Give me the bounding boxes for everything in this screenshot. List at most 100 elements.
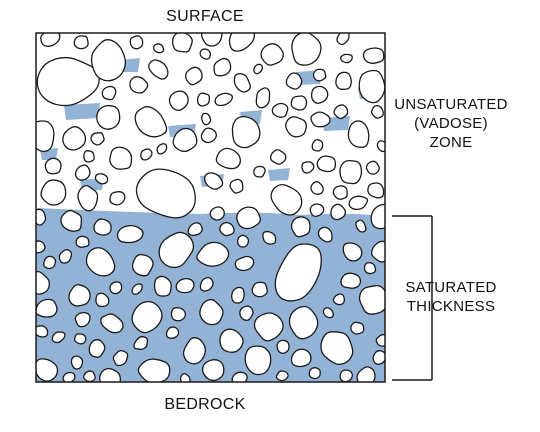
sediment-grain — [70, 355, 84, 370]
sediment-grain — [316, 155, 337, 173]
sediment-grain — [199, 48, 212, 60]
sediment-grain — [43, 255, 57, 270]
sediment-grain — [197, 92, 211, 107]
sediment-grain — [199, 298, 224, 326]
sediment-grain — [93, 218, 112, 236]
sediment-grain — [370, 104, 384, 119]
sediment-grain — [74, 311, 91, 328]
sediment-grain — [73, 333, 87, 345]
sediment-grain — [36, 208, 47, 226]
sediment-grain — [372, 350, 385, 365]
sediment-grain — [270, 149, 287, 165]
sediment-grain — [131, 300, 163, 334]
sediment-grain — [182, 337, 206, 365]
sediment-grain — [370, 240, 385, 263]
sediment-grain — [199, 276, 214, 292]
saturated-thickness-bracket — [392, 215, 433, 381]
sediment-grain — [231, 115, 261, 149]
sediment-grain — [262, 230, 277, 245]
sediment-grain — [333, 104, 349, 120]
sediment-grain — [322, 307, 334, 319]
sediment-grain — [213, 57, 232, 77]
sediment-grain — [44, 157, 62, 175]
sediment-grain — [36, 270, 50, 295]
sediment-grain — [134, 106, 168, 138]
sediment-grain — [109, 191, 126, 206]
sediment-grain — [231, 371, 248, 382]
sediment-grain — [335, 71, 352, 90]
sediment-grain — [201, 359, 225, 382]
sediment-grain — [90, 132, 105, 146]
sediment-grain — [253, 165, 266, 178]
sediment-grain — [270, 183, 303, 216]
sediment-grain — [101, 85, 117, 101]
sediment-grain — [85, 247, 116, 277]
surface-label: SURFACE — [166, 8, 244, 25]
sediment-grain — [129, 76, 149, 94]
sediment-grain — [219, 221, 235, 237]
sediment-grain — [96, 104, 121, 130]
sediment-grain — [165, 326, 180, 339]
sediment-grain — [260, 43, 284, 66]
sediment-grain — [342, 242, 363, 262]
sediment-grain — [215, 147, 242, 170]
sediment-grain — [310, 85, 329, 104]
sediment-grain — [231, 286, 245, 304]
sediment-grain — [51, 331, 66, 344]
sediment-grain — [109, 146, 133, 170]
sediment-grain — [77, 185, 99, 212]
sediment-grain — [285, 72, 303, 90]
sediment-grain — [375, 334, 385, 347]
sediment-grain — [83, 370, 96, 382]
sediment-grain — [290, 216, 311, 238]
sediment-grain — [116, 224, 144, 244]
sediment-grain — [291, 33, 322, 66]
sediment-grain — [358, 285, 385, 315]
sediment-grain — [310, 181, 324, 195]
sediment-grain — [73, 35, 89, 50]
sediment-grain — [209, 206, 225, 221]
sediment-grain — [290, 348, 312, 368]
sediment-grain — [100, 313, 124, 334]
sediment-grain — [308, 367, 321, 380]
sediment-grain — [175, 277, 195, 294]
sediment-grain — [168, 90, 189, 112]
sediment-grain — [40, 179, 67, 206]
sediment-grain — [94, 173, 109, 185]
sediment-grain — [253, 63, 264, 75]
sediment-grain — [153, 275, 172, 297]
sediment-grain — [133, 336, 149, 350]
sediment-grain — [363, 261, 377, 275]
unsaturated-label-line-3: ZONE — [429, 134, 473, 151]
sediment-grain — [109, 281, 123, 295]
sediment-grain — [68, 284, 91, 307]
sediment-grain — [348, 195, 369, 211]
sediment-grain — [153, 43, 165, 54]
sediment-grain — [251, 281, 268, 298]
sediment-grain — [336, 33, 350, 46]
sediment-grain — [255, 87, 271, 109]
sediment-grain — [36, 120, 55, 153]
sediment-grain — [275, 370, 289, 382]
sediment-grain — [332, 293, 345, 306]
sediment-grain — [171, 33, 193, 53]
sediment-grain — [184, 66, 203, 86]
sediment-grain — [62, 126, 87, 151]
sediment-grain — [148, 59, 169, 80]
sediment-grain — [200, 127, 217, 144]
vadose-water-patch — [268, 168, 290, 181]
sediment-grain — [40, 33, 61, 47]
sediment-grain — [236, 234, 250, 248]
sediment-grain — [340, 272, 362, 289]
sediment-grain — [90, 39, 127, 82]
sediment-grain — [347, 120, 370, 148]
sediment-grain — [131, 283, 143, 295]
sediment-grain — [310, 111, 331, 128]
sediment-grain — [339, 53, 353, 64]
sediment-grain — [365, 160, 380, 175]
sediment-grain — [131, 253, 154, 277]
sediment-grain — [253, 312, 284, 342]
sediment-grain — [234, 255, 255, 272]
sediment-grain — [95, 292, 110, 308]
sediment-grain — [376, 140, 385, 153]
